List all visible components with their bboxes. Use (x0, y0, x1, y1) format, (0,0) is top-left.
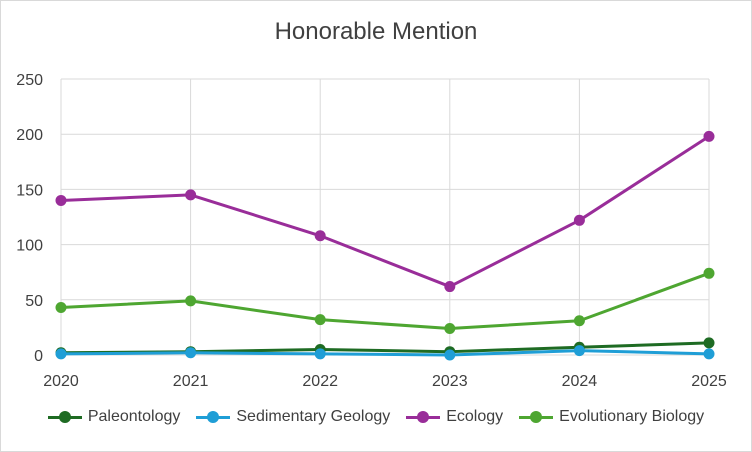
y-axis-ticks: 0 50 100 150 200 250 (16, 72, 43, 365)
data-point (55, 348, 67, 360)
data-point (185, 189, 197, 201)
data-point (185, 295, 197, 307)
x-tick-label: 2024 (562, 373, 598, 390)
data-point (55, 302, 67, 314)
legend-label: Sedimentary Geology (236, 408, 391, 425)
x-tick-label: 2022 (302, 373, 338, 390)
series-ecology (55, 130, 715, 293)
data-point (314, 348, 326, 360)
data-point (703, 267, 715, 279)
data-point (703, 337, 715, 349)
grid (60, 78, 710, 356)
legend-swatch (519, 410, 554, 424)
data-point (703, 348, 715, 360)
y-tick-label: 100 (16, 238, 43, 255)
data-point (185, 347, 197, 359)
x-tick-label: 2023 (432, 373, 468, 390)
legend-swatch (196, 410, 231, 424)
legend-item: Ecology (406, 408, 503, 426)
legend-swatch (406, 410, 441, 424)
x-tick-label: 2021 (173, 373, 209, 390)
data-point (703, 130, 715, 142)
legend-label: Ecology (446, 408, 504, 425)
data-point (314, 230, 326, 242)
y-tick-label: 150 (16, 182, 43, 199)
legend-item: Evolutionary Biology (519, 408, 704, 426)
legend-item: Sedimentary Geology (196, 408, 390, 426)
series-line (60, 271, 710, 331)
series-lines (55, 130, 715, 361)
y-tick-label: 0 (34, 348, 43, 365)
data-point (55, 194, 67, 206)
chart-title: Honorable Mention (274, 18, 478, 45)
legend-label: Evolutionary Biology (559, 408, 705, 425)
data-point (573, 214, 585, 226)
series-sedimentary-geology (55, 345, 715, 361)
data-point (314, 314, 326, 326)
series-line (60, 135, 710, 289)
legend-swatch (47, 410, 82, 424)
x-tick-label: 2020 (43, 373, 79, 390)
y-tick-label: 200 (16, 127, 43, 144)
data-point (573, 315, 585, 327)
legend-label: Paleontology (87, 408, 181, 425)
data-point (573, 345, 585, 357)
data-point (444, 349, 456, 361)
y-tick-label: 50 (25, 293, 43, 310)
series-line (60, 349, 710, 357)
series-evolutionary-biology (55, 267, 715, 335)
data-point (444, 281, 456, 293)
x-axis-ticks: 2020 2021 2022 2023 2024 2025 (43, 373, 727, 390)
x-tick-label: 2025 (691, 373, 727, 390)
legend: Paleontology Sedimentary Geology Ecology Ev… (0, 408, 752, 426)
data-point (444, 323, 456, 335)
y-tick-label: 250 (16, 72, 43, 89)
legend-item: Paleontology (47, 408, 181, 426)
